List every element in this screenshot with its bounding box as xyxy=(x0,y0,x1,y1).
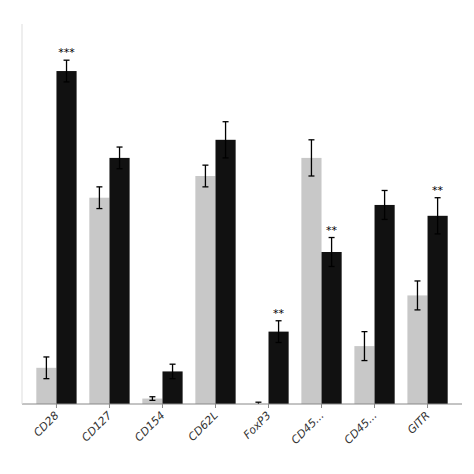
error-bar xyxy=(170,364,176,378)
error-bar xyxy=(276,321,282,343)
bar xyxy=(56,71,76,404)
bar xyxy=(407,295,427,404)
x-tick-label: FoxP3 xyxy=(241,409,274,442)
bar xyxy=(301,158,321,404)
error-bar xyxy=(64,60,70,82)
error-bar xyxy=(382,190,388,219)
plot-area xyxy=(36,60,447,404)
x-tick-label: CD62L xyxy=(186,409,221,444)
annotation: ** xyxy=(273,307,285,320)
x-tick-label: GITR xyxy=(405,409,433,437)
x-tick-label: CD154 xyxy=(132,409,167,444)
annotation: ** xyxy=(432,184,444,197)
error-bar xyxy=(202,165,208,187)
bar xyxy=(215,140,235,404)
x-tick xyxy=(321,404,322,408)
x-tick xyxy=(374,404,375,408)
x-tick xyxy=(215,404,216,408)
annotation: *** xyxy=(58,46,75,59)
bar xyxy=(195,176,215,404)
x-axis xyxy=(22,404,462,405)
x-tick xyxy=(268,404,269,408)
bar xyxy=(109,158,129,404)
x-tick xyxy=(109,404,110,408)
x-tick-label: CD28 xyxy=(31,409,62,440)
error-bar xyxy=(149,397,155,401)
error-bar xyxy=(435,198,441,234)
bar xyxy=(375,205,395,404)
x-tick xyxy=(56,404,57,408)
error-bar xyxy=(308,140,314,176)
x-tick-label: CD45... xyxy=(342,409,380,447)
error-bar xyxy=(329,238,335,267)
error-bar xyxy=(361,332,367,361)
x-tick xyxy=(162,404,163,408)
chart: CD28 CD127 CD154 CD62L FoxP3 CD45... CD45... GI… xyxy=(0,0,474,474)
error-bar xyxy=(43,357,49,379)
error-bar xyxy=(223,122,229,158)
x-tick-label: CD45... xyxy=(289,409,327,447)
bar xyxy=(428,216,448,404)
error-bar xyxy=(96,187,102,209)
error-bar xyxy=(414,281,420,310)
annotation: ** xyxy=(326,224,338,237)
x-tick-label: CD127 xyxy=(79,409,114,444)
bar xyxy=(89,198,109,404)
y-axis xyxy=(22,24,23,404)
x-tick xyxy=(427,404,428,408)
error-bar xyxy=(117,147,123,169)
bar xyxy=(269,332,289,404)
bar xyxy=(322,252,342,404)
